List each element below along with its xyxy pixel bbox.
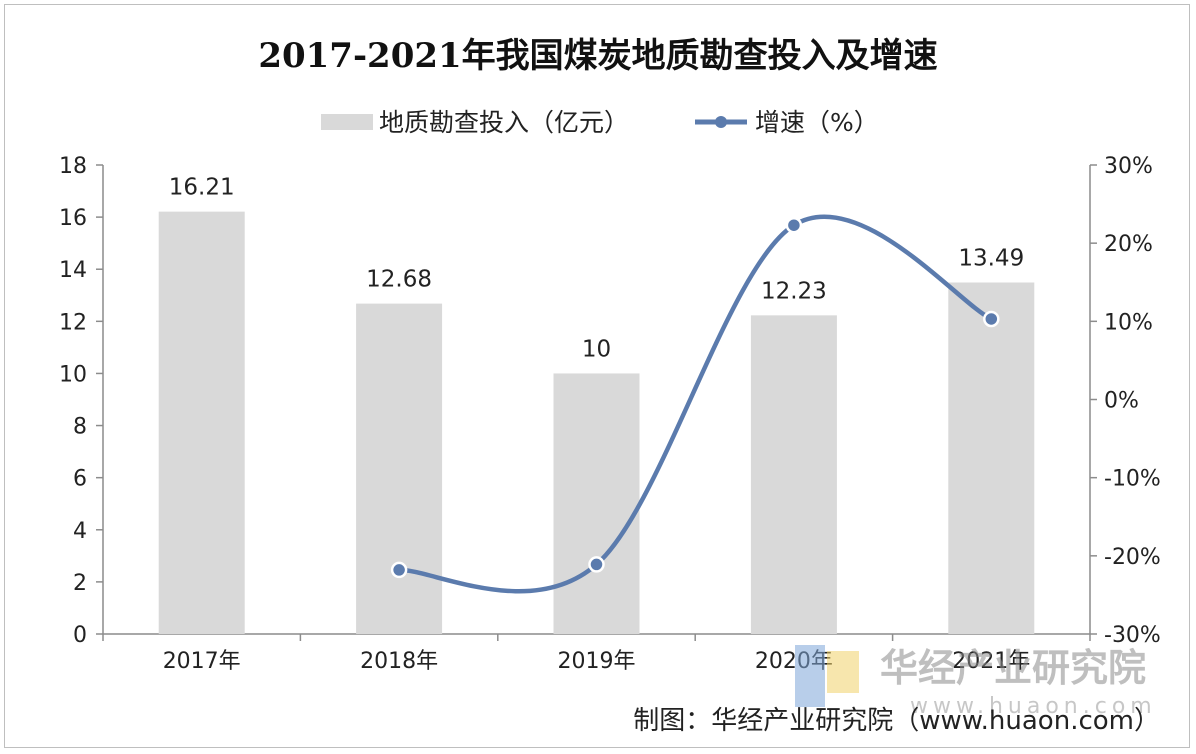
bar: [750, 315, 837, 634]
data-labels: 16.21 12.68 10 12.23 13.49: [169, 175, 1024, 363]
y-left-tick-label: 10: [59, 362, 87, 387]
y-right-tick-label: 10%: [1104, 310, 1153, 335]
y-right-tick-label: 30%: [1104, 154, 1153, 179]
y-right-tick-label: 20%: [1104, 232, 1153, 257]
chart-svg: 2017-2021年我国煤炭地质勘查投入及增速 地质勘查投入（亿元） 增速（%）…: [59, 36, 1161, 736]
bar-value-label: 12.23: [761, 278, 827, 304]
growth-point: [785, 216, 803, 234]
bar: [948, 282, 1035, 634]
y-left-tick-label: 18: [59, 154, 87, 179]
growth-point: [983, 310, 1000, 328]
growth-line: [390, 214, 1000, 594]
bar: [158, 211, 245, 634]
bar-value-label: 12.68: [366, 267, 432, 293]
x-tick-label: 2021年: [952, 649, 1030, 674]
bar-value-label: 13.49: [958, 246, 1024, 272]
y-right-tick-label: -10%: [1104, 467, 1161, 492]
watermark-logo-block-blue: [795, 645, 825, 707]
legend-line-label: 增速（%）: [755, 108, 879, 137]
legend-line-marker: [715, 116, 727, 128]
chart-frame: 2017-2021年我国煤炭地质勘查投入及增速 地质勘查投入（亿元） 增速（%）…: [4, 4, 1190, 748]
y-right-tick-label: 0%: [1104, 389, 1139, 414]
source-note: 制图：华经产业研究院（www.huaon.com）: [633, 706, 1160, 736]
watermark-url: www.huaon.com: [910, 694, 1157, 719]
growth-point: [390, 561, 408, 579]
y-left-tick-label: 14: [59, 258, 87, 283]
legend-bar-label: 地质勘查投入（亿元）: [379, 108, 629, 137]
legend: 地质勘查投入（亿元） 增速（%）: [321, 108, 879, 137]
legend-bar-swatch: [321, 114, 373, 130]
bar: [356, 303, 443, 634]
watermark-logo-block-yellow: [827, 651, 859, 693]
y-left-tick-label: 0: [73, 623, 87, 648]
watermark-text: 华经产业研究院: [880, 646, 1146, 690]
growth-line-path: [399, 214, 993, 594]
bar-value-label: 16.21: [169, 175, 235, 201]
y-right-tick-label: -20%: [1104, 545, 1161, 570]
bars: [158, 211, 1035, 634]
y-left-tick-label: 8: [73, 415, 87, 440]
x-tick-label: 2018年: [360, 649, 438, 674]
y-left-tick-label: 12: [59, 310, 87, 335]
axes: 0 2 4 6 8 10 12 14 16 18 -30% -20% -10% 0% 10% 20% 30% 20…: [59, 154, 1161, 674]
chart-title: 2017-2021年我国煤炭地质勘查投入及增速: [258, 36, 937, 76]
watermark: 华经产业研究院 www.huaon.com: [795, 645, 1157, 719]
growth-point: [588, 556, 605, 573]
y-left-tick-label: 2: [73, 571, 87, 596]
y-left-tick-label: 16: [59, 206, 87, 231]
x-tick-label: 2017年: [163, 649, 241, 674]
bar-value-label: 10: [582, 336, 611, 362]
y-left-tick-label: 6: [73, 467, 87, 492]
y-left-tick-label: 4: [73, 519, 87, 544]
y-right-tick-label: -30%: [1104, 623, 1161, 648]
x-tick-label: 2019年: [558, 649, 636, 674]
bar: [553, 373, 640, 634]
